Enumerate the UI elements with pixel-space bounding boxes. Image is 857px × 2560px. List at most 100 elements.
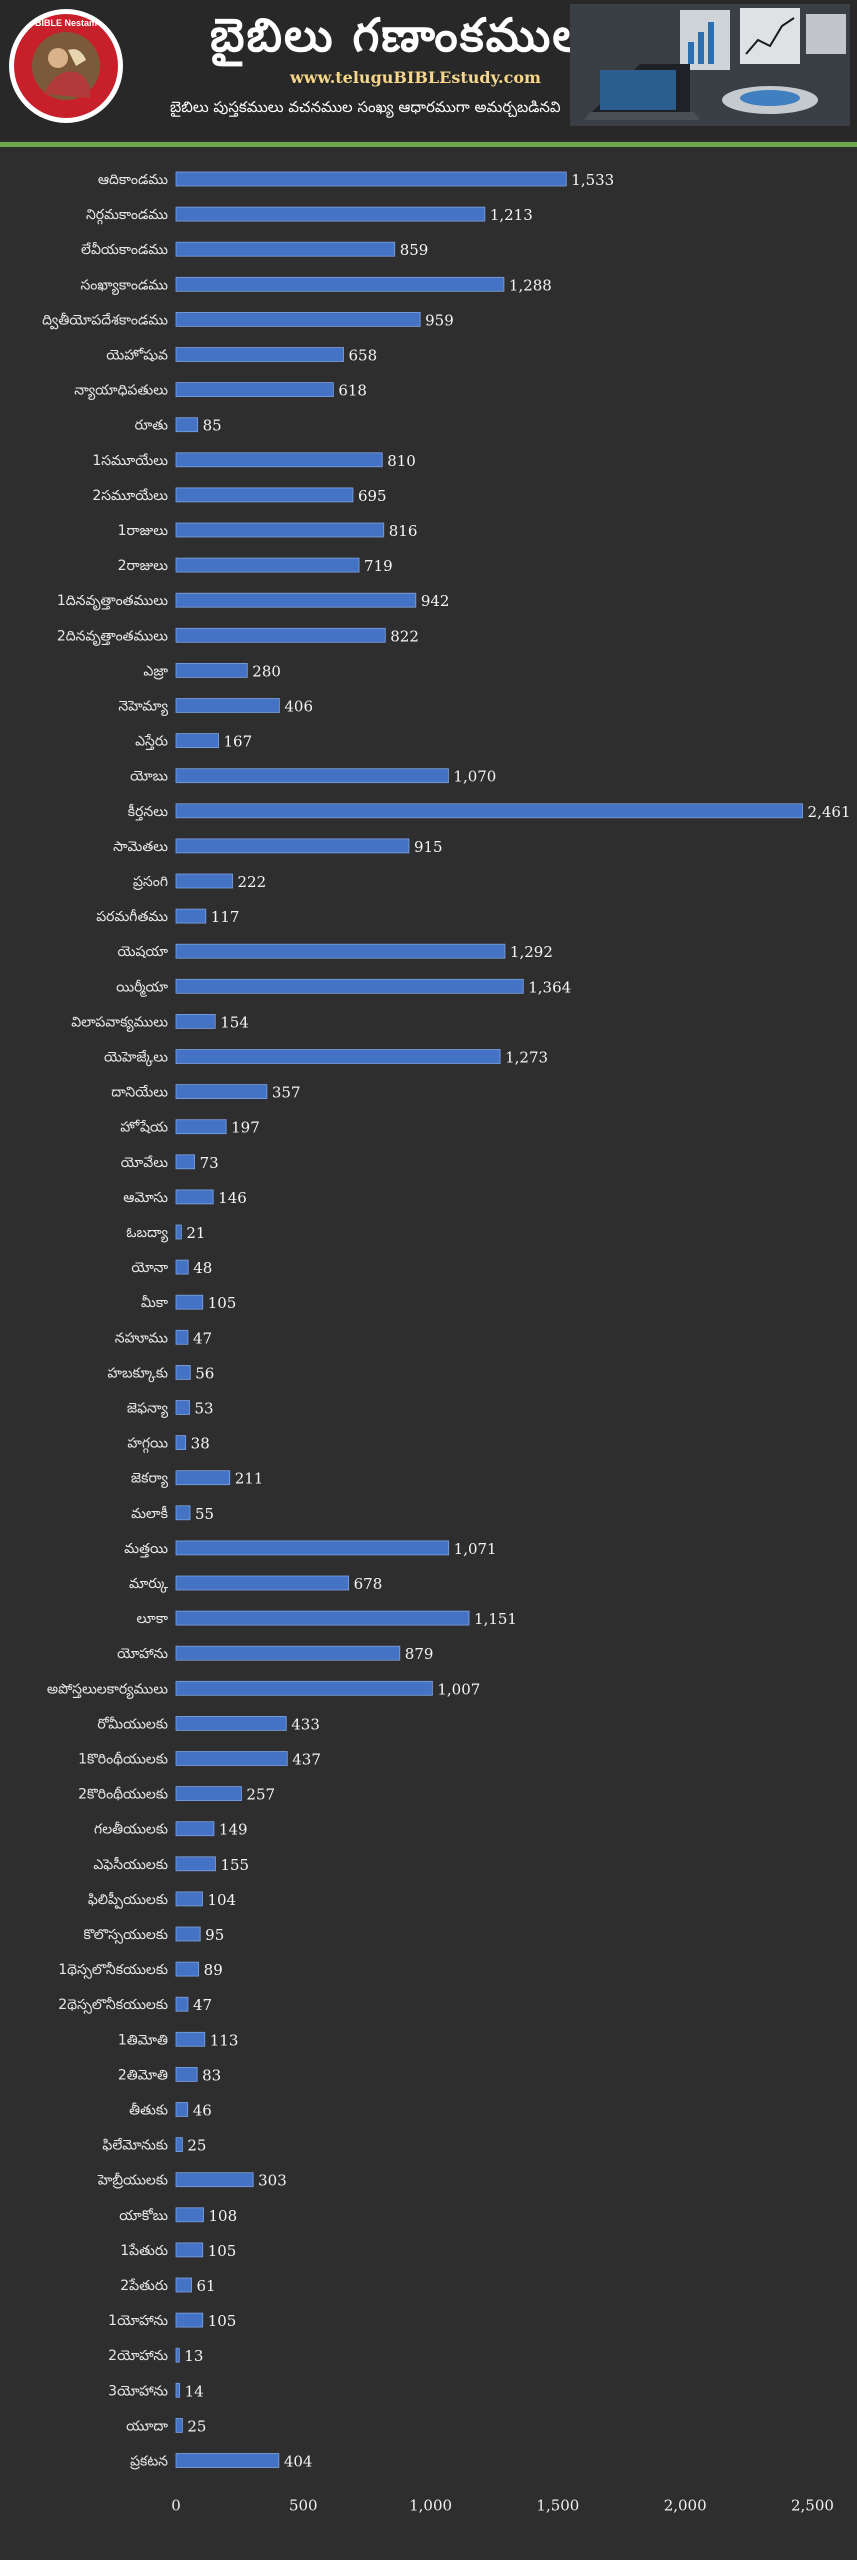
value-label: 822	[390, 627, 419, 645]
x-tick-label: 0	[171, 2497, 181, 2515]
value-label: 197	[231, 1119, 260, 1137]
value-label: 89	[204, 1961, 223, 1979]
bar	[175, 1961, 200, 1977]
bar	[175, 1716, 287, 1731]
bar	[175, 1224, 182, 1240]
category-label: న్యాయాధిపతులు	[74, 383, 168, 401]
bar	[175, 733, 219, 748]
value-label: 719	[364, 557, 393, 575]
category-label: లూకా	[136, 1611, 168, 1627]
bar	[175, 1014, 216, 1029]
x-tick-label: 1,500	[536, 2497, 579, 2515]
value-label: 38	[191, 1435, 210, 1453]
bar	[175, 2277, 192, 2293]
category-label: ఆమోసు	[123, 1190, 168, 1206]
category-label: దానియేలు	[111, 1085, 168, 1101]
bar	[175, 1996, 189, 2012]
category-label: యెహెజ్కేలు	[104, 1050, 168, 1067]
value-label: 618	[338, 382, 367, 400]
value-label: 222	[238, 873, 267, 891]
value-label: 1,071	[454, 1540, 497, 1558]
bar	[175, 1610, 470, 1626]
value-label: 154	[220, 1013, 249, 1031]
category-label: 2రాజులు	[118, 558, 169, 574]
laptop-chart-illustration	[570, 4, 850, 126]
category-label: ఫిలిప్పీయులకు	[88, 1891, 168, 1909]
bar	[175, 311, 421, 327]
bar	[175, 2067, 198, 2082]
category-label: జెకర్యా	[131, 1471, 169, 1489]
bar	[175, 873, 233, 889]
x-tick-label: 1,000	[409, 2497, 452, 2515]
category-label: ప్రకటన	[130, 2454, 168, 2470]
bar	[175, 1505, 191, 1521]
value-label: 1,292	[510, 943, 553, 961]
value-label: 1,151	[474, 1610, 517, 1628]
category-label: 2తిమోతి	[118, 2067, 168, 2083]
category-label: యిర్మీయా	[116, 979, 168, 997]
value-label: 303	[258, 2172, 287, 2190]
site-url: www.teluguBIBLEstudy.com	[290, 68, 541, 87]
bar	[175, 908, 207, 924]
category-label: 1రాజులు	[118, 523, 169, 539]
bar	[175, 627, 386, 643]
category-label: పరమగీతము	[96, 909, 168, 925]
category-label: సామెతలు	[113, 839, 168, 855]
bar	[175, 2031, 206, 2047]
bar	[175, 1680, 433, 1696]
value-label: 83	[202, 2066, 221, 2084]
bar	[175, 2102, 189, 2117]
bar	[175, 2453, 280, 2468]
category-label: ఎఫెసీయులకు	[93, 1856, 168, 1873]
category-label: ఫిలేమోనుకు	[102, 2138, 168, 2154]
value-label: 167	[224, 733, 253, 751]
bar	[175, 1189, 214, 1205]
bible-nestam-logo: BIBLE Nestam	[9, 9, 123, 123]
value-label: 25	[187, 2417, 206, 2435]
bar	[175, 1926, 201, 1942]
value-label: 859	[400, 241, 429, 259]
value-label: 95	[205, 1926, 224, 1944]
bar	[175, 1786, 242, 1801]
bar	[175, 452, 383, 468]
category-label: యోవేలు	[121, 1155, 168, 1171]
value-label: 104	[207, 1891, 236, 1909]
bar	[175, 1856, 216, 1872]
value-label: 117	[211, 908, 240, 926]
bar	[175, 2312, 204, 2328]
value-label: 1,288	[509, 276, 552, 294]
value-label: 280	[252, 662, 281, 680]
value-label: 404	[284, 2453, 313, 2471]
bar	[175, 1645, 401, 1661]
category-label: తీతుకు	[129, 2103, 168, 2119]
bar	[175, 698, 280, 713]
category-label: గలతీయులకు	[94, 1822, 168, 1838]
value-label: 47	[193, 1329, 212, 1347]
bar	[175, 2172, 254, 2188]
value-label: 25	[187, 2137, 206, 2155]
category-label: ఎస్తేరు	[135, 734, 168, 751]
bar	[175, 1119, 227, 1135]
bar	[175, 1259, 189, 1275]
category-label: ఎజ్రా	[143, 663, 168, 679]
category-label: కీర్తనలు	[128, 803, 168, 821]
page-subtitle: బైబిలు పుస్తకములు వచనముల సంఖ్య ఆధారముగా …	[170, 98, 561, 116]
category-label: 1పేతురు	[120, 2243, 168, 2259]
header-banner: BIBLE Nestam బైబిలు గణాంకములు www.telugu…	[0, 0, 857, 140]
bar	[175, 592, 417, 608]
bar	[175, 1575, 350, 1591]
category-label: మీకా	[141, 1295, 168, 1311]
bar	[175, 276, 505, 292]
bar	[175, 1365, 191, 1380]
bar	[175, 1329, 189, 1345]
value-label: 433	[291, 1715, 320, 1733]
value-label: 678	[354, 1575, 383, 1593]
category-label: అపోస్తలులకార్యములు	[47, 1681, 168, 1699]
category-label: 2యోహాను	[108, 2348, 168, 2364]
bar	[175, 1821, 215, 1837]
value-label: 53	[194, 1400, 213, 1418]
category-label: ప్రసంగి	[133, 874, 168, 890]
x-tick-label: 2,000	[664, 2497, 707, 2515]
category-label: 1తిమోతి	[118, 2032, 168, 2048]
category-label: ద్వితీయోపదేశకాండము	[42, 312, 168, 329]
